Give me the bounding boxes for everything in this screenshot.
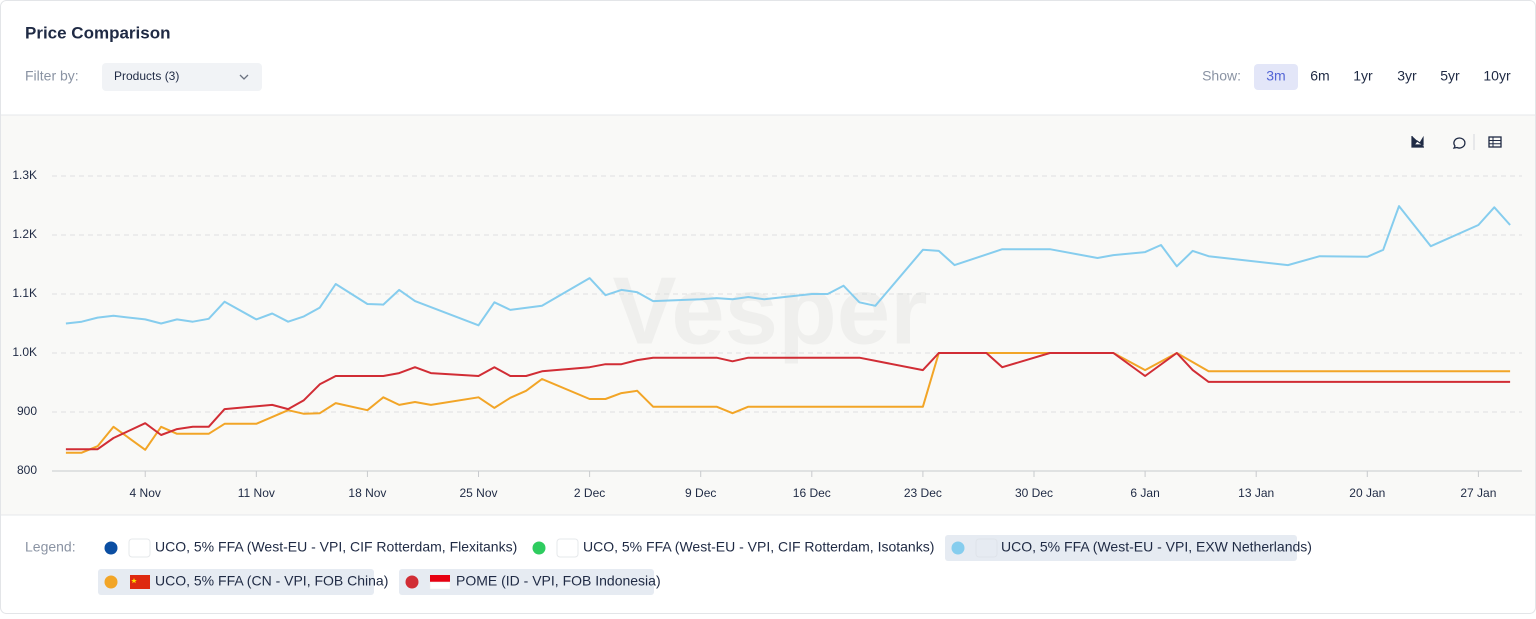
x-tick-label: 16 Dec xyxy=(793,486,831,500)
range-buttons: 3m 6m 1yr 3yr 5yr 10yr xyxy=(1254,64,1511,90)
legend-dot xyxy=(104,575,118,589)
x-tick-label: 2 Dec xyxy=(574,486,605,500)
legend-flag xyxy=(128,538,151,558)
watermark: Vesper xyxy=(613,257,928,364)
legend-item[interactable]: UCO, 5% FFA (West-EU - VPI, CIF Rotterda… xyxy=(98,535,517,561)
y-tick-label: 900 xyxy=(17,404,37,418)
legend: UCO, 5% FFA (West-EU - VPI, CIF Rotterda… xyxy=(98,535,1312,595)
legend-item-bg xyxy=(945,535,1297,561)
legend-flag xyxy=(556,538,579,558)
legend-item[interactable]: UCO, 5% FFA (West-EU - VPI, CIF Rotterda… xyxy=(526,535,934,561)
flag-china xyxy=(130,575,150,589)
show-label: Show: xyxy=(1202,68,1241,84)
chevron-icon xyxy=(239,74,249,80)
legend-item[interactable]: UCO, 5% FFA (West-EU - VPI, EXW Netherla… xyxy=(945,535,1312,561)
flag-indonesia-bottom xyxy=(429,581,451,590)
legend-item-bg xyxy=(399,569,654,595)
flag-star xyxy=(131,578,137,584)
x-tick-label: 4 Nov xyxy=(130,486,161,500)
range-button-bg xyxy=(1254,64,1298,90)
y-tick-label: 800 xyxy=(17,463,37,477)
range-button[interactable]: 3m xyxy=(1266,68,1285,84)
legend-dot xyxy=(104,541,118,555)
legend-label: Legend: xyxy=(25,539,76,555)
plot: 800 900 1.0K 1.1K 1.2K 1.3K 4 Nov 11 Nov 18 Nov 2… xyxy=(12,168,1522,500)
legend-item[interactable]: POME (ID - VPI, FOB Indonesia) xyxy=(399,569,661,595)
range-button[interactable]: 3yr xyxy=(1397,68,1417,84)
x-tick-label: 9 Dec xyxy=(685,486,716,500)
legend-dot xyxy=(951,541,965,555)
legend-item-bg xyxy=(98,569,374,595)
filter-dropdown[interactable] xyxy=(102,63,262,91)
series-line xyxy=(65,352,1511,454)
flag-indonesia-top xyxy=(430,575,450,582)
y-tick-label: 1.1K xyxy=(12,286,37,300)
y-tick-label: 1.2K xyxy=(12,227,37,241)
legend-text: POME (ID - VPI, FOB Indonesia) xyxy=(456,573,661,589)
y-tick-label: 1.3K xyxy=(12,168,37,182)
chart-icon[interactable] xyxy=(1411,135,1424,148)
range-button[interactable]: 10yr xyxy=(1483,68,1511,84)
x-tick-label: 25 Nov xyxy=(460,486,498,500)
range-button[interactable]: 5yr xyxy=(1440,68,1460,84)
legend-item[interactable]: UCO, 5% FFA (CN - VPI, FOB China) xyxy=(98,569,388,595)
x-tick-label: 11 Nov xyxy=(238,486,275,500)
legend-dot xyxy=(532,541,546,555)
x-tick-label: 30 Dec xyxy=(1015,486,1053,500)
legend-text: UCO, 5% FFA (CN - VPI, FOB China) xyxy=(155,573,388,589)
table-icon[interactable] xyxy=(1488,136,1502,148)
series-line xyxy=(65,352,1511,451)
filter-label: Filter by: xyxy=(25,68,79,84)
y-tick-label: 1.0K xyxy=(12,345,37,359)
table-icon-lines xyxy=(1489,137,1501,147)
x-tick-label: 18 Nov xyxy=(348,486,386,500)
range-button[interactable]: 1yr xyxy=(1353,68,1373,84)
x-tick-label: 23 Dec xyxy=(904,486,942,500)
x-tick-label: 6 Jan xyxy=(1130,486,1159,500)
comment-icon[interactable] xyxy=(1452,137,1466,149)
range-button[interactable]: 6m xyxy=(1310,68,1329,84)
series-line xyxy=(65,205,1511,327)
legend-text: UCO, 5% FFA (West-EU - VPI, CIF Rotterda… xyxy=(583,539,934,555)
legend-flag xyxy=(975,538,998,558)
legend-dot xyxy=(405,575,419,589)
title: Price Comparison xyxy=(25,23,171,42)
chart-toolbar xyxy=(1411,134,1502,150)
legend-text: UCO, 5% FFA (West-EU - VPI, EXW Netherla… xyxy=(1001,539,1312,555)
x-tick-label: 27 Jan xyxy=(1460,486,1496,500)
x-tick-label: 20 Jan xyxy=(1349,486,1385,500)
legend-text: UCO, 5% FFA (West-EU - VPI, CIF Rotterda… xyxy=(155,539,517,555)
chart-area xyxy=(1,115,1535,515)
filter-value: Products (3) xyxy=(114,69,179,83)
x-tick-label: 13 Jan xyxy=(1238,486,1274,500)
